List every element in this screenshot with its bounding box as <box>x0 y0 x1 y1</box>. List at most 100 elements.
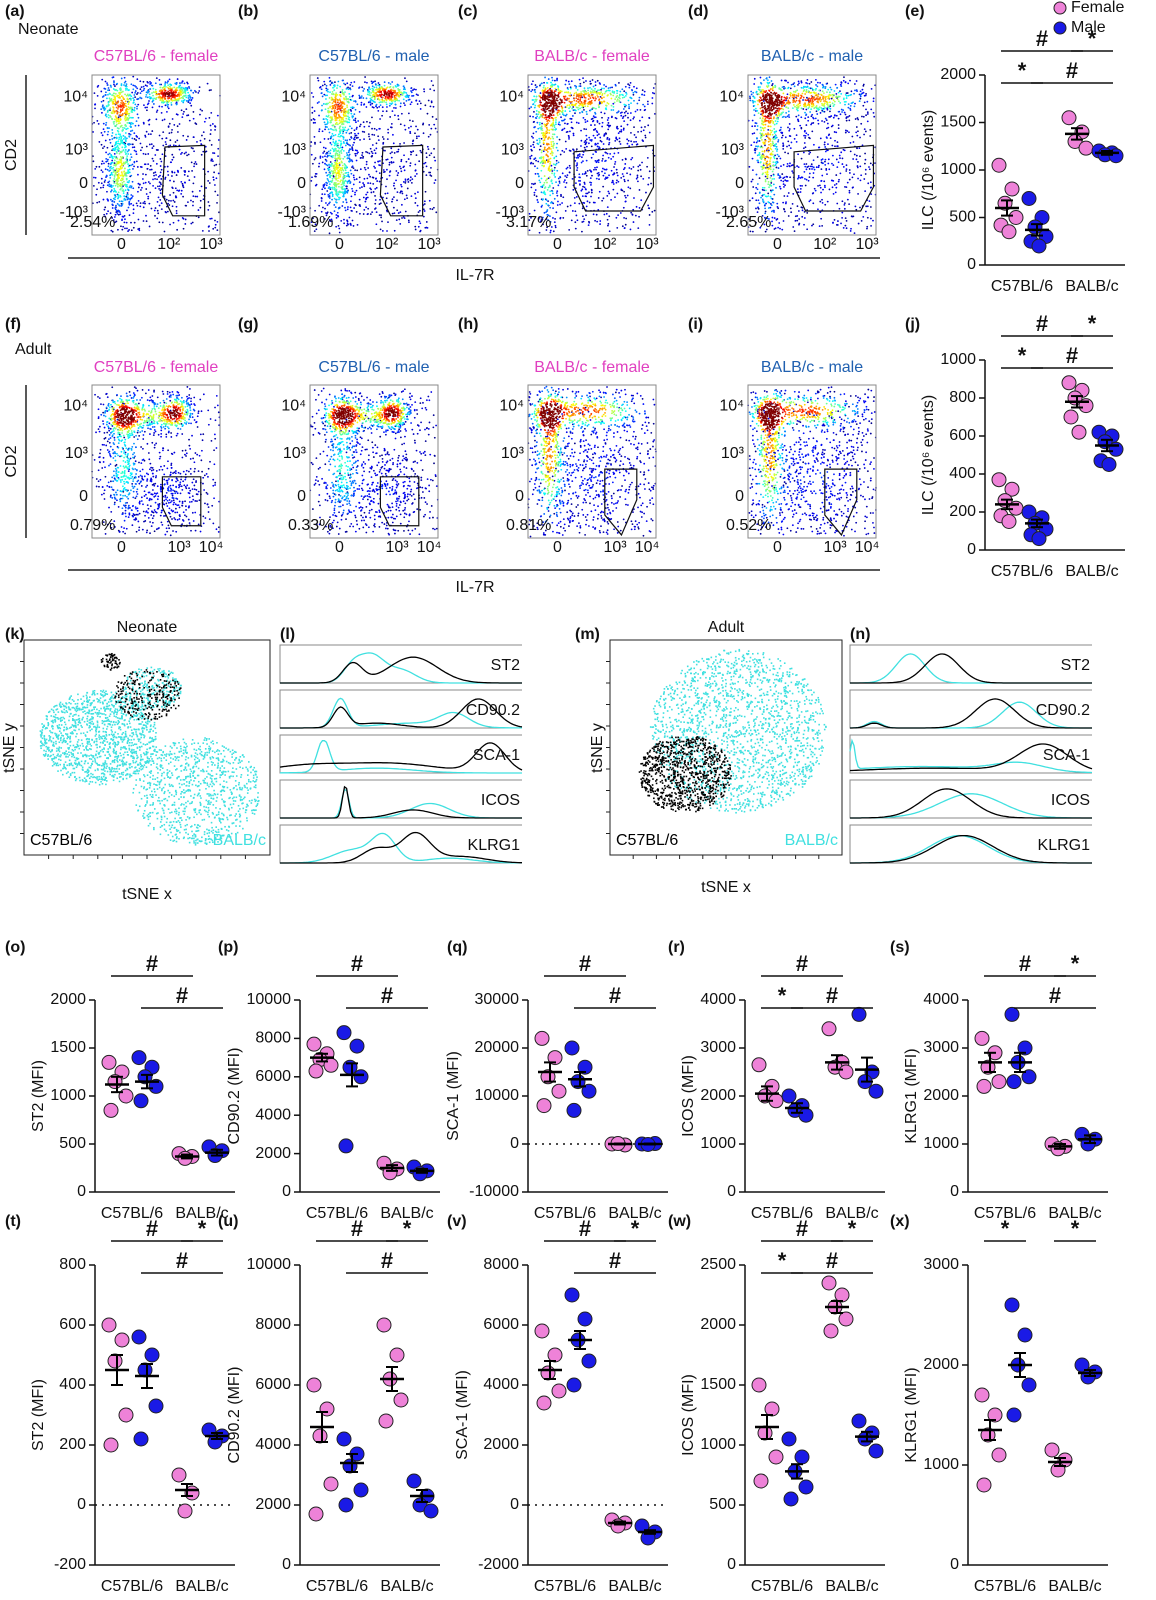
event-dot <box>428 124 431 126</box>
event-dot <box>190 146 193 149</box>
event-dot <box>174 141 177 143</box>
event-dot <box>549 194 552 197</box>
event-dot <box>579 96 582 99</box>
event-dot <box>424 104 427 107</box>
event-dot <box>334 147 337 150</box>
event-dot <box>106 160 109 163</box>
event-dot <box>338 198 340 201</box>
event-dot <box>116 94 119 97</box>
event-dot <box>551 102 553 105</box>
event-dot <box>426 112 429 115</box>
event-dot <box>393 152 396 154</box>
event-dot <box>341 89 344 91</box>
event-dot <box>147 119 150 122</box>
event-dot <box>392 206 395 209</box>
event-dot <box>102 198 105 201</box>
event-dot <box>567 80 570 83</box>
event-dot <box>569 167 572 169</box>
event-dot <box>106 168 109 171</box>
event-dot <box>177 131 179 133</box>
event-dot <box>124 198 127 201</box>
event-dot <box>552 230 555 233</box>
event-dot <box>105 121 108 124</box>
event-dot <box>575 91 578 94</box>
event-dot <box>110 186 113 189</box>
event-dot <box>550 145 553 148</box>
event-dot <box>559 203 561 206</box>
event-dot <box>534 173 537 175</box>
event-dot <box>321 130 324 133</box>
event-dot <box>535 98 538 101</box>
event-dot <box>541 116 544 119</box>
event-dot <box>117 213 120 216</box>
event-dot <box>633 133 636 136</box>
event-dot <box>167 92 170 95</box>
event-dot <box>793 230 796 233</box>
event-dot <box>334 107 337 110</box>
event-dot <box>572 94 575 97</box>
event-dot <box>161 137 164 140</box>
event-dot <box>586 200 589 203</box>
event-dot <box>347 115 349 118</box>
event-dot <box>592 213 595 216</box>
event-dot <box>330 99 333 101</box>
y-tick-label: -10³ <box>60 204 89 221</box>
event-dot <box>346 104 348 107</box>
event-dot <box>579 176 581 179</box>
event-dot <box>334 152 337 155</box>
event-dot <box>354 154 357 157</box>
event-dot <box>102 99 105 102</box>
event-dot <box>114 207 117 209</box>
event-dot <box>337 80 340 83</box>
event-dot <box>607 87 610 89</box>
event-dot <box>131 146 134 149</box>
event-dot <box>783 195 786 197</box>
event-dot <box>848 119 851 122</box>
event-dot <box>113 92 115 95</box>
event-dot <box>130 121 133 124</box>
y-tick-label: -10³ <box>496 204 525 221</box>
event-dot <box>322 152 325 154</box>
event-dot <box>551 190 554 193</box>
event-dot <box>396 150 398 153</box>
event-dot <box>332 124 335 127</box>
event-dot <box>545 202 548 205</box>
event-dot <box>119 183 122 186</box>
event-dot <box>120 136 123 138</box>
event-dot <box>147 91 149 93</box>
event-dot <box>330 163 333 166</box>
event-dot <box>414 192 417 195</box>
event-dot <box>637 130 639 133</box>
event-dot <box>625 110 627 113</box>
event-dot <box>576 169 578 172</box>
event-dot <box>361 130 364 133</box>
event-dot <box>344 95 347 98</box>
event-dot <box>415 93 418 96</box>
event-dot <box>595 168 597 171</box>
event-dot <box>361 154 363 157</box>
event-dot <box>367 207 370 210</box>
event-dot <box>176 228 179 231</box>
event-dot <box>214 226 217 229</box>
event-dot <box>146 103 149 106</box>
event-dot <box>175 101 178 104</box>
event-dot <box>622 206 625 209</box>
event-dot <box>104 215 107 218</box>
y-tick-label: 0 <box>297 175 306 192</box>
event-dot <box>156 209 159 212</box>
event-dot <box>767 192 770 195</box>
event-dot <box>353 113 356 116</box>
event-dot <box>621 117 624 119</box>
event-dot <box>544 186 547 189</box>
event-dot <box>820 168 823 171</box>
event-dot <box>336 106 339 108</box>
event-dot <box>166 81 169 84</box>
event-dot <box>148 143 151 146</box>
event-dot <box>393 94 396 97</box>
event-dot <box>530 90 533 93</box>
event-dot <box>167 80 169 83</box>
event-dot <box>159 158 162 160</box>
event-dot <box>191 97 194 99</box>
event-dot <box>185 100 188 102</box>
event-dot <box>107 210 109 213</box>
